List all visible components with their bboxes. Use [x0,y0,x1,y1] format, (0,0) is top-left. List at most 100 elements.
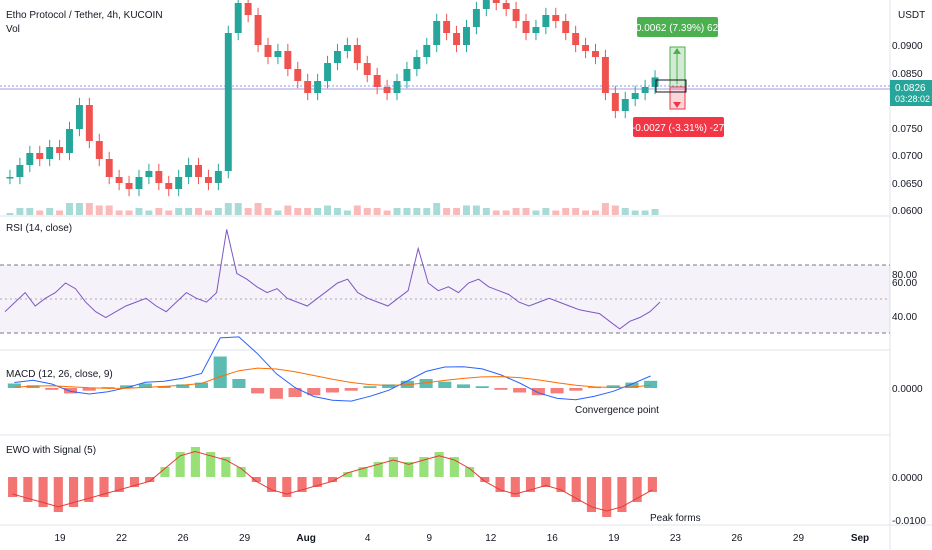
candle-body [85,105,93,141]
candle-body [333,51,341,63]
ewo-histogram-bar [175,452,185,477]
volume-bar [363,208,371,215]
volume-bar [145,210,153,215]
ewo-histogram-bar [449,457,459,477]
volume-bar [552,210,560,215]
ewo-histogram-bar [343,472,353,477]
candle-body [214,171,222,183]
macd-histogram-bar [382,384,396,388]
time-axis-label: 19 [608,533,620,544]
volume-bar [95,205,103,215]
candle-body [195,165,202,177]
volume-bar [621,208,629,215]
candle-body [413,57,421,69]
volume-bar [75,203,83,215]
ewo-histogram-bar [236,467,246,477]
candle-body [363,63,371,75]
candle-body [463,27,470,45]
macd-histogram-bar [438,381,452,388]
signal-line [14,367,651,389]
volume-bar [641,210,649,215]
time-axis-label: 4 [365,533,371,544]
volume-bar [36,210,44,215]
volume-bar [443,208,451,215]
time-axis-label: 12 [485,533,497,544]
ewo-signal-line [12,450,653,512]
vol-label: Vol [6,24,20,35]
ewo-histogram-bar [68,477,79,507]
candle-body [592,51,599,57]
macd-histogram-bar [456,384,471,388]
macd-histogram-bar [625,382,639,388]
macd-tick: 0.0000 [892,384,923,395]
candle-body [284,51,292,69]
peak-annotation: Peak forms [650,513,701,524]
volume-bar [135,208,143,215]
price-tick: 0.0850 [892,69,923,80]
macd-histogram-bar [251,388,265,394]
ewo-histogram-bar [190,447,200,477]
candle-body [373,75,381,87]
ewo-histogram-bar [312,477,322,487]
volume-bar [472,205,480,215]
volume-bar [294,208,302,215]
candle-body [631,93,639,99]
stop-arrow-head [673,102,681,108]
candle-body [145,171,153,177]
candle-body [621,99,629,111]
volume-bar [214,208,222,215]
volume-bar [224,203,232,215]
ewo-histogram-bar [556,477,566,492]
macd-histogram-bar [232,379,246,388]
macd-histogram-bar [176,384,190,388]
candle-body [562,21,570,33]
ewo-histogram-bar [160,467,170,477]
ewo-histogram-bar [282,477,292,497]
volume-bar [165,210,173,215]
ewo-title[interactable]: EWO with Signal (5) [6,445,96,456]
candlestick-series [6,0,659,197]
ewo-histogram-bar [358,467,368,477]
volume-bar [502,210,510,215]
macd-histogram-bar [307,388,321,396]
volume-bar [85,203,93,215]
candle-body [512,9,520,21]
current-price-tag [890,80,932,106]
time-axis[interactable]: 19 22 26 29 Aug 4 9 12 16 19 23 26 29 Sep [54,533,869,544]
volume-bar [413,208,421,215]
volume-bar [582,210,590,215]
macd-histogram-bar [475,386,489,388]
volume-bar [26,208,34,215]
entry-box[interactable] [655,79,687,93]
time-axis-label: 29 [793,533,805,544]
volume-bar [522,208,530,215]
candle-body [115,177,123,183]
price-tick: 0.0900 [892,41,923,52]
volume-bar [532,210,540,215]
candle-body [453,33,461,45]
rsi-title[interactable]: RSI (14, close) [6,223,72,234]
volume-bar [393,208,401,215]
candle-body [56,147,64,153]
macd-title[interactable]: MACD (12, 26, close, 9) [6,369,113,380]
macd-histogram-bar [419,379,433,388]
macd-histogram-bar [82,388,96,391]
candle-body [125,183,133,189]
candle-body [492,0,500,3]
volume-bar [46,208,54,215]
candle-body [254,15,262,45]
symbol-title[interactable]: Etho Protocol / Tether, 4h, KUCOIN [6,10,163,21]
ewo-histogram-bar [495,477,505,492]
volume-bar [482,208,490,215]
price-tick: 0.0650 [892,179,923,190]
volume-bar [254,203,262,215]
candle-body [294,69,302,81]
time-axis-label: 9 [426,533,432,544]
time-axis-label: Sep [851,533,869,544]
ewo-histogram-bar [480,477,490,482]
candle-body [314,81,322,93]
ewo-histogram-bar [647,477,657,492]
macd-line [14,336,651,402]
candle-body [95,141,103,159]
